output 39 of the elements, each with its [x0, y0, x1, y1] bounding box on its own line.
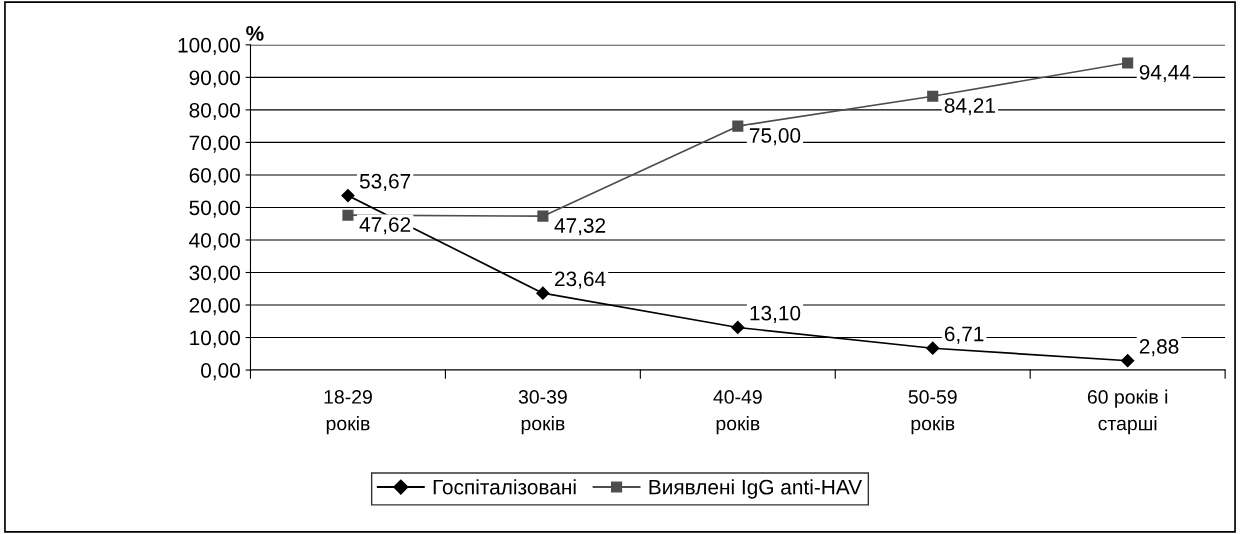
y-tick-label: 30,00: [189, 265, 240, 283]
point: [1121, 354, 1135, 368]
y-tick-label: 90,00: [189, 70, 240, 88]
data-label: 13,10: [750, 305, 801, 324]
point: [1122, 57, 1134, 69]
y-tick-label: 50,00: [189, 200, 240, 218]
point: [342, 209, 354, 221]
y-tick-label: 20,00: [189, 298, 240, 316]
data-label: 84,21: [944, 98, 995, 116]
data-label: 47,32: [554, 218, 606, 236]
point: [341, 188, 355, 203]
data-label: 2,88: [1139, 339, 1179, 357]
point: [927, 90, 939, 102]
legend-label: Виявлені IgG anti-HAV: [649, 479, 863, 499]
x-tick-label: 18-29 років: [324, 390, 372, 435]
data-label: 53,67: [359, 173, 411, 192]
data-label: 6,71: [944, 326, 984, 344]
y-tick-label: 60,00: [189, 167, 240, 186]
y-tick-label: 10,00: [190, 330, 240, 348]
y-tick-label: 80,00: [189, 102, 240, 121]
y-axis-title: %: [246, 26, 264, 41]
x-tick-label: 50-59 років: [908, 390, 957, 435]
point: [926, 341, 940, 355]
data-label: 94,44: [1139, 64, 1191, 83]
point: [537, 210, 549, 222]
y-tick-label: 40,00: [189, 232, 240, 251]
point: [536, 286, 550, 300]
data-label: 75,00: [749, 128, 801, 146]
x-tick-label: 30-39 років: [518, 390, 567, 435]
legend-label: Госпіталізовані: [433, 479, 576, 495]
x-tick-label: 40-49 років: [713, 390, 762, 435]
x-tick-label: 60 років і старші: [1087, 389, 1168, 435]
y-tick-label: 100,00: [178, 37, 240, 56]
y-tick-label: 70,00: [189, 135, 240, 153]
point: [732, 120, 744, 132]
y-tick-label: 0,00: [201, 363, 240, 381]
data-label: 47,62: [359, 217, 411, 235]
data-label: 23,64: [555, 271, 606, 289]
point: [731, 320, 745, 335]
